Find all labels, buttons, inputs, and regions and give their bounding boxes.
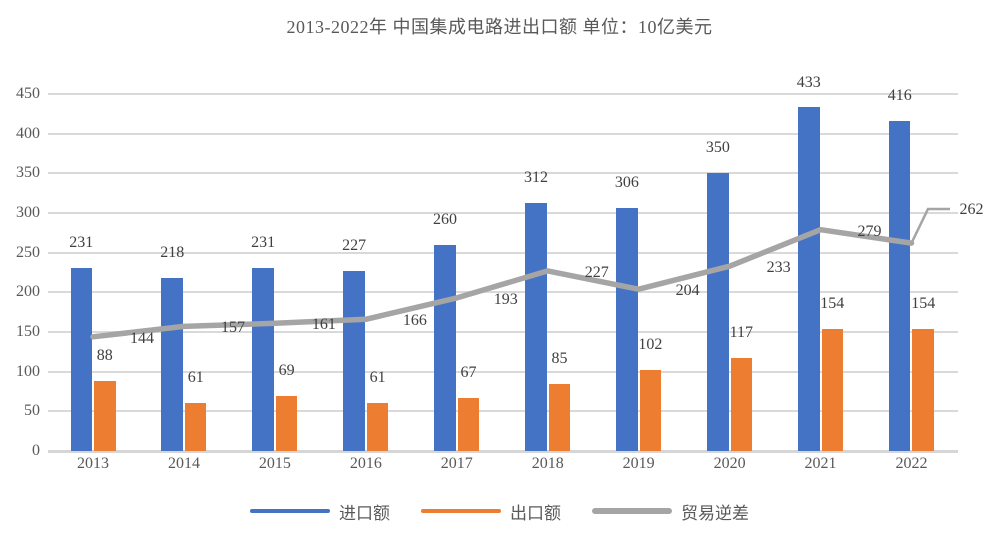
gridline-200 <box>48 291 958 294</box>
import-value-label-2021: 433 <box>796 73 821 91</box>
x-tick-label-2021: 2021 <box>804 455 837 472</box>
import-bar-2019 <box>616 208 638 451</box>
legend-item-deficit: 贸易逆差 <box>592 499 749 524</box>
import-value-label-2019: 306 <box>614 174 639 192</box>
export-value-label-2013: 88 <box>96 347 113 365</box>
y-tick-label-250: 250 <box>16 243 40 261</box>
x-tick-label-2013: 2013 <box>77 455 109 472</box>
export-value-label-2014: 61 <box>187 368 204 386</box>
export-value-label-2018: 85 <box>551 349 568 367</box>
deficit-value-label-2014: 157 <box>220 319 245 337</box>
x-tick-label-2017: 2017 <box>440 455 473 472</box>
y-tick-label-0: 0 <box>32 442 40 459</box>
gridline-400 <box>48 132 958 135</box>
import-bar-2017 <box>434 244 456 451</box>
legend: 进口额 出口额 贸易逆差 <box>0 499 999 523</box>
gridline-300 <box>48 212 958 214</box>
import-value-label-2020: 350 <box>705 139 730 157</box>
legend-item-exports: 出口额 <box>421 499 561 524</box>
legend-swatch-deficit <box>592 508 672 514</box>
export-value-label-2020: 117 <box>729 324 754 342</box>
x-tick-label-2019: 2019 <box>622 455 655 472</box>
deficit-line <box>90 226 915 340</box>
import-value-label-2016: 227 <box>342 236 367 254</box>
legend-label-imports: 进口额 <box>339 503 390 523</box>
gridline-350 <box>48 172 958 175</box>
export-bar-2019 <box>639 370 662 451</box>
x-tick-label-2020: 2020 <box>713 455 746 472</box>
export-bar-2020 <box>730 358 753 451</box>
chart-title: 2013-2022年 中国集成电路进出口额 单位：10亿美元 <box>286 17 713 37</box>
gridline-250 <box>48 251 958 254</box>
gridline-50 <box>48 410 958 413</box>
import-value-label-2018: 312 <box>523 169 548 187</box>
y-tick-label-450: 450 <box>16 85 40 102</box>
import-value-label-2014: 218 <box>160 244 185 262</box>
legend-swatch-exports <box>421 509 501 513</box>
deficit-value-label-2017: 193 <box>493 290 518 308</box>
y-tick-label-50: 50 <box>24 402 40 420</box>
legend-item-imports: 进口额 <box>250 499 390 524</box>
import-bar-2013 <box>70 267 92 451</box>
x-tick-label-2015: 2015 <box>258 455 291 472</box>
export-bar-2016 <box>366 402 389 451</box>
export-value-label-2015: 69 <box>278 362 295 380</box>
deficit-value-label-2020: 233 <box>766 259 791 277</box>
import-bar-2014 <box>161 278 183 451</box>
deficit-value-label-2016: 166 <box>402 312 427 330</box>
y-tick-label-150: 150 <box>16 323 40 340</box>
export-value-label-2019: 102 <box>638 336 663 354</box>
x-tick-label-2016: 2016 <box>349 455 382 472</box>
legend-swatch-imports <box>250 509 330 513</box>
y-tick-label-350: 350 <box>16 164 40 182</box>
deficit-line-svg <box>90 207 950 340</box>
deficit-label-leader-line <box>910 207 950 244</box>
deficit-value-label-2021: 279 <box>857 222 882 240</box>
legend-label-deficit: 贸易逆差 <box>681 503 749 523</box>
deficit-value-label-2022: 262 <box>959 201 984 218</box>
import-value-label-2013: 231 <box>69 233 94 251</box>
export-bar-2013 <box>94 381 116 451</box>
export-bar-2018 <box>548 383 571 451</box>
import-bar-2021 <box>798 107 820 451</box>
gridline-100 <box>48 370 958 373</box>
export-bar-2017 <box>457 397 480 451</box>
deficit-value-label-2018: 227 <box>584 263 609 281</box>
export-bar-2021 <box>821 328 844 451</box>
export-bar-2014 <box>184 402 207 451</box>
export-value-label-2016: 61 <box>369 368 386 386</box>
y-tick-label-300: 300 <box>16 204 40 221</box>
gridline-450 <box>48 93 958 95</box>
import-value-label-2022: 416 <box>887 86 912 104</box>
import-value-label-2017: 260 <box>433 210 458 228</box>
y-tick-label-400: 400 <box>16 124 40 142</box>
plot-area: 0 50 100 150 200 250 300 350 400 450 231 88 2013 218 6… <box>16 74 984 473</box>
import-bar-2020 <box>707 173 729 451</box>
legend-label-exports: 出口额 <box>510 503 561 523</box>
export-bar-2022 <box>912 328 934 451</box>
import-bar-2015 <box>252 267 274 451</box>
import-value-label-2015: 231 <box>251 233 276 251</box>
deficit-value-label-2013: 144 <box>130 329 154 347</box>
x-tick-label-2022: 2022 <box>895 455 928 472</box>
export-value-label-2022: 154 <box>911 294 936 312</box>
x-axis-line <box>48 450 958 453</box>
export-bar-2015 <box>275 396 298 451</box>
import-bar-2022 <box>888 120 911 451</box>
x-tick-label-2014: 2014 <box>167 455 200 472</box>
deficit-value-label-2015: 161 <box>311 316 336 334</box>
export-value-label-2017: 67 <box>460 363 477 381</box>
x-tick-label-2018: 2018 <box>531 455 564 472</box>
export-value-label-2021: 154 <box>820 294 845 312</box>
gridline-150 <box>48 331 958 333</box>
y-tick-label-100: 100 <box>16 362 40 380</box>
import-bar-2018 <box>525 203 547 451</box>
deficit-value-label-2019: 204 <box>675 282 700 300</box>
import-bar-2016 <box>343 270 365 451</box>
y-tick-label-200: 200 <box>16 283 40 301</box>
